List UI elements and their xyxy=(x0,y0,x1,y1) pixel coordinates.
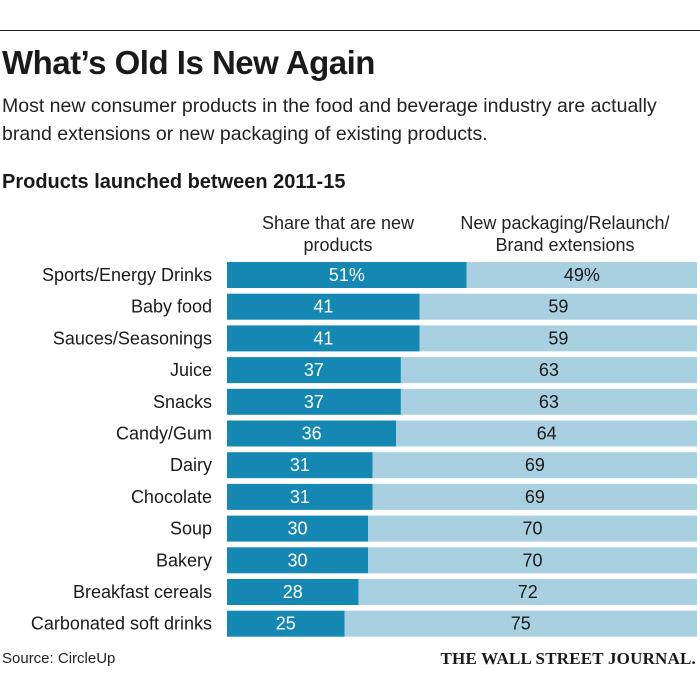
data-label-relaunch: 69 xyxy=(525,455,545,475)
data-label-new-products: 51% xyxy=(329,265,365,285)
bar-new-products xyxy=(227,452,373,479)
data-label-relaunch: 63 xyxy=(539,392,559,412)
bar-new-products xyxy=(227,325,420,352)
bar-new-products xyxy=(227,357,401,384)
category-label: Soup xyxy=(170,519,212,539)
section-title: Products launched between 2011-15 xyxy=(2,171,346,193)
bar-new-products xyxy=(227,388,401,415)
data-label-new-products: 41 xyxy=(313,297,333,317)
data-label-relaunch: 63 xyxy=(539,360,559,380)
data-label-new-products: 30 xyxy=(287,519,307,539)
bar-relaunch xyxy=(372,483,697,510)
data-label-relaunch: 72 xyxy=(518,582,538,602)
category-label: Chocolate xyxy=(131,487,212,507)
legend-new-products: Share that are new products xyxy=(261,213,415,255)
data-label-new-products: 31 xyxy=(290,455,310,475)
bar-new-products xyxy=(227,579,359,605)
bar-new-products xyxy=(227,547,368,574)
category-label: Bakery xyxy=(156,550,212,570)
data-label-relaunch: 64 xyxy=(537,424,557,444)
data-label-new-products: 36 xyxy=(302,424,322,444)
bar-relaunch xyxy=(400,357,697,384)
data-label-new-products: 30 xyxy=(287,550,307,570)
category-label: Candy/Gum xyxy=(116,424,212,444)
data-label-relaunch: 70 xyxy=(522,550,542,570)
data-label-relaunch: 49% xyxy=(564,265,600,285)
data-label-relaunch: 59 xyxy=(548,328,568,348)
bar-relaunch xyxy=(419,325,697,352)
data-label-new-products: 37 xyxy=(304,392,324,412)
category-label: Juice xyxy=(170,360,212,380)
publisher-logo: THE WALL STREET JOURNAL. xyxy=(440,649,696,668)
data-label-new-products: 25 xyxy=(276,614,296,634)
category-label: Dairy xyxy=(170,455,212,475)
bar-new-products xyxy=(227,483,373,510)
data-label-new-products: 31 xyxy=(290,487,310,507)
data-label-relaunch: 69 xyxy=(525,487,545,507)
chart-title: What’s Old Is New Again xyxy=(2,44,375,81)
bar-relaunch xyxy=(344,610,697,637)
bar-new-products xyxy=(227,262,467,288)
bar-relaunch xyxy=(419,293,697,320)
bar-relaunch xyxy=(368,515,697,542)
top-rule xyxy=(0,30,700,31)
category-label: Carbonated soft drinks xyxy=(31,614,212,634)
bar-relaunch xyxy=(396,420,697,447)
category-label: Breakfast cereals xyxy=(73,582,212,602)
category-label: Snacks xyxy=(153,392,212,412)
data-label-relaunch: 59 xyxy=(548,297,568,317)
bar-relaunch xyxy=(372,452,697,479)
category-label: Sauces/Seasonings xyxy=(53,328,212,348)
stacked-bar-chart: Sports/Energy Drinks 51% 49% Baby food 41 59 S… xyxy=(31,262,697,637)
bar-new-products xyxy=(227,610,345,637)
data-label-new-products: 37 xyxy=(304,360,324,380)
chart-subtitle: Most new consumer products in the food a… xyxy=(2,95,657,145)
bar-relaunch xyxy=(368,547,697,574)
bar-new-products xyxy=(227,515,368,542)
legend-relaunch: New packaging/Relaunch/ Brand extensions xyxy=(460,213,670,255)
bar-new-products xyxy=(227,293,420,320)
bar-relaunch xyxy=(466,262,697,288)
bar-new-products xyxy=(227,420,397,447)
data-label-new-products: 41 xyxy=(313,328,333,348)
category-label: Sports/Energy Drinks xyxy=(42,265,212,285)
data-label-new-products: 28 xyxy=(283,582,303,602)
bar-relaunch xyxy=(358,579,697,605)
bar-relaunch xyxy=(400,388,697,415)
category-label: Baby food xyxy=(131,297,212,317)
data-label-relaunch: 70 xyxy=(522,519,542,539)
data-label-relaunch: 75 xyxy=(511,614,531,634)
source-note: Source: CircleUp xyxy=(2,650,116,667)
